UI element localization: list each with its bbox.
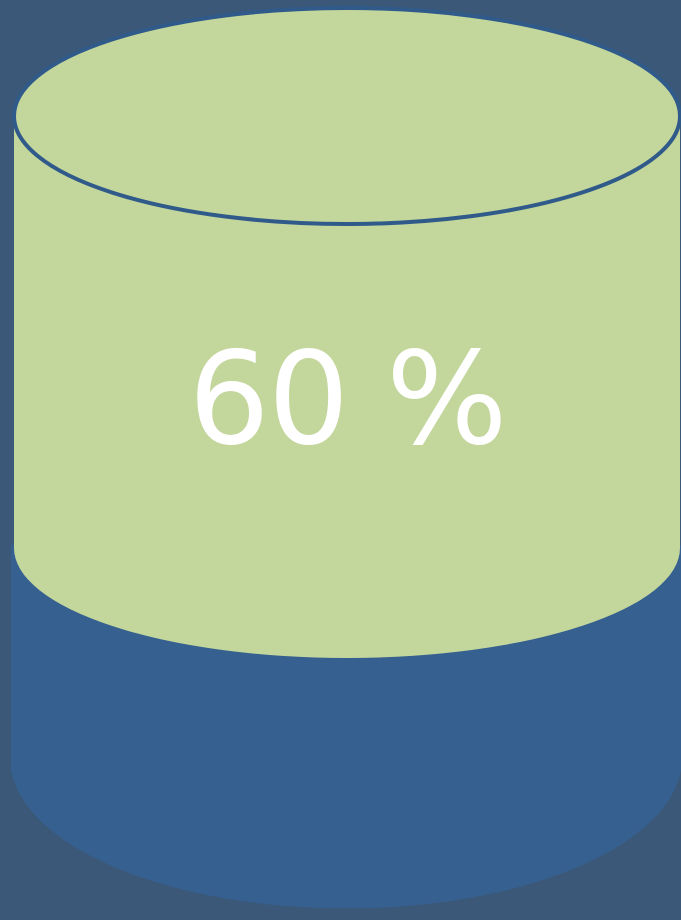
cylinder-top — [12, 6, 681, 226]
cylinder-fill-body — [14, 115, 680, 658]
fill-percentage-label: 60 % — [188, 325, 507, 474]
